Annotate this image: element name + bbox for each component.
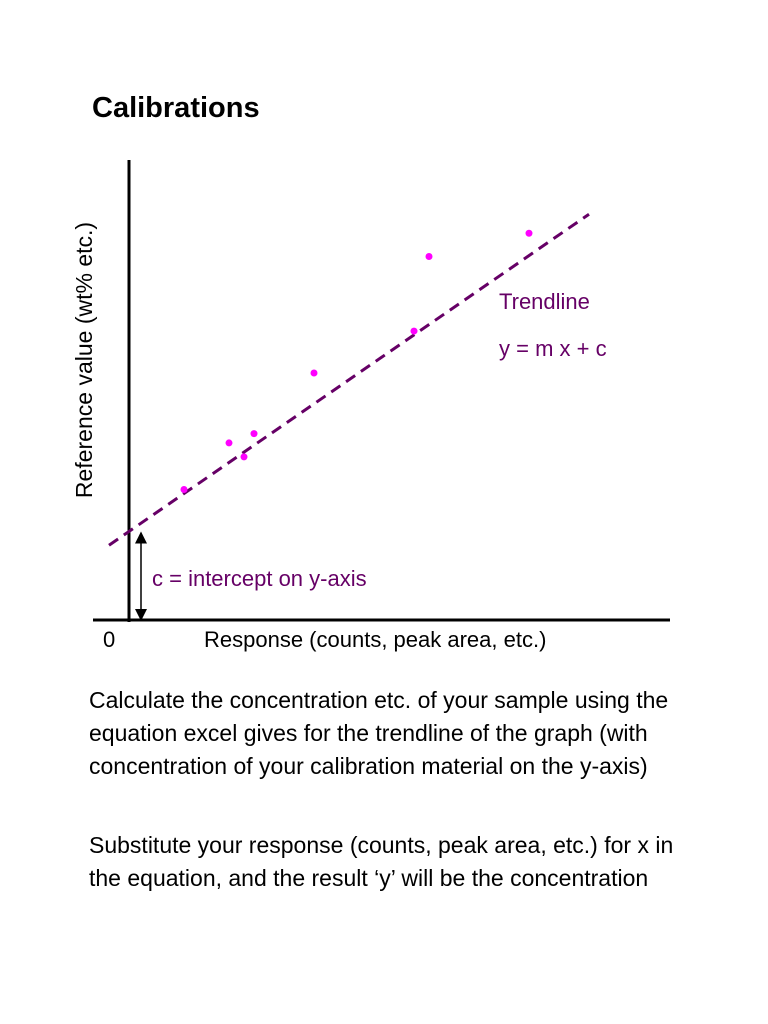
data-point <box>180 486 188 494</box>
y-axis-label: Reference value (wt% etc.) <box>71 222 97 498</box>
data-point <box>525 229 533 237</box>
trendline-label: Trendline <box>499 289 590 314</box>
origin-label: 0 <box>103 627 115 652</box>
instruction-paragraph-2: Substitute your response (counts, peak a… <box>89 832 674 891</box>
x-axis-label: Response (counts, peak area, etc.) <box>204 627 546 652</box>
data-point <box>250 430 258 438</box>
trendline-equation: y = m x + c <box>499 336 607 361</box>
data-point <box>425 253 433 261</box>
data-point <box>410 327 418 335</box>
trendline <box>108 212 590 547</box>
data-point <box>225 439 233 447</box>
instruction-paragraph-1: Calculate the concentration etc. of your… <box>89 687 669 779</box>
data-point <box>240 453 248 461</box>
data-points <box>180 229 533 494</box>
intercept-label: c = intercept on y-axis <box>152 566 367 591</box>
calibration-chart: Reference value (wt% etc.) Response (cou… <box>71 160 670 652</box>
page-title: Calibrations <box>92 92 260 124</box>
data-point <box>310 369 318 377</box>
